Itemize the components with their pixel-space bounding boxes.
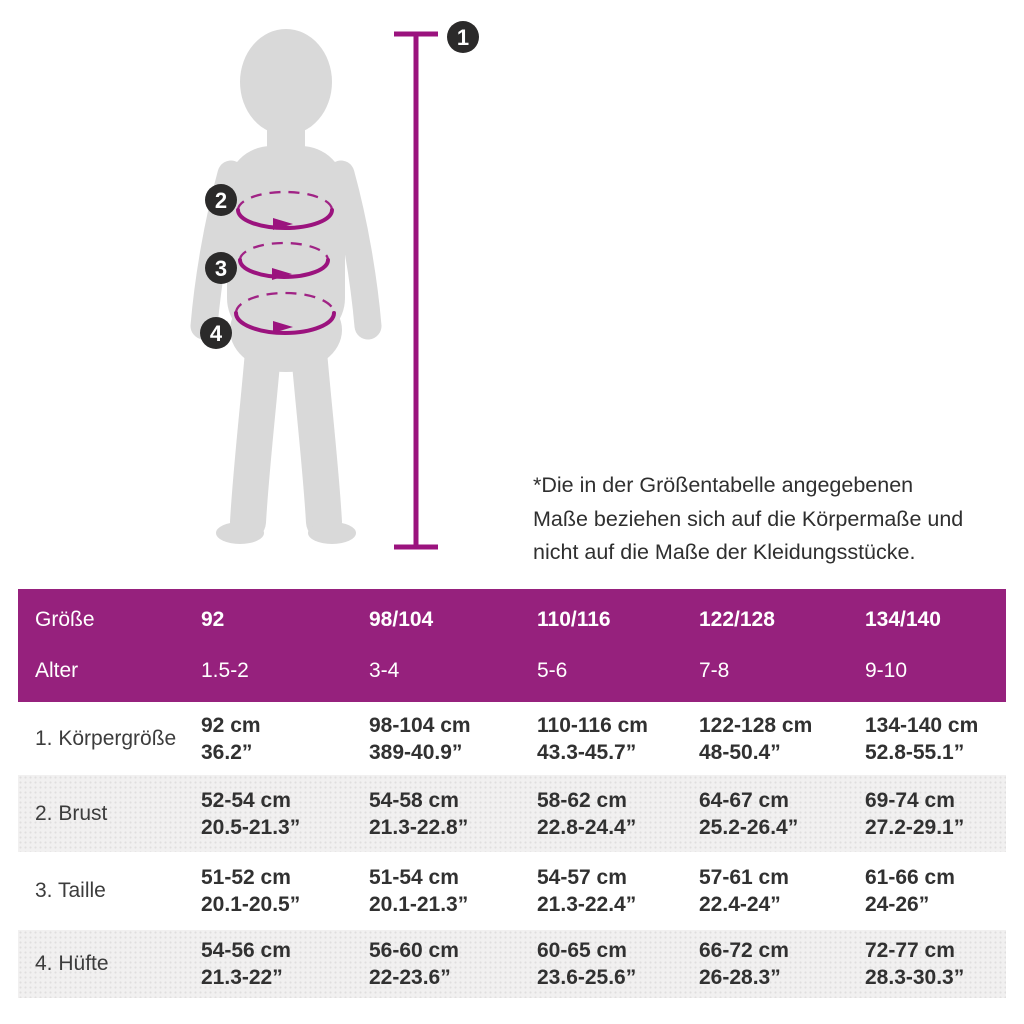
table-cell: 72-77 cm 28.3-30.3” xyxy=(865,939,965,989)
table-cell: 51-54 cm 20.1-21.3” xyxy=(369,866,469,916)
table-cell: 54-58 cm 21.3-22.8” xyxy=(369,788,469,839)
disclaimer-line: *Die in der Größentabelle angegebenen xyxy=(533,473,914,497)
row-label: 2. Brust xyxy=(35,801,108,825)
table-cell: 110-116 cm 43.3-45.7” xyxy=(537,713,648,764)
badge-height: 1 xyxy=(447,21,479,53)
table-cell: 58-62 cm 22.8-24.4” xyxy=(537,788,637,839)
table-cell: 92 cm 36.2” xyxy=(201,713,261,764)
table-cell: 98-104 cm 389-40.9” xyxy=(369,713,471,764)
table-row-brust: 2. Brust 52-54 cm 20.5-21.3” 54-58 cm 21.3… xyxy=(18,775,1006,852)
measurement-figure: 1 2 3 4 xyxy=(190,21,479,550)
header-size-value: 122/128 xyxy=(699,608,775,632)
badge-height-label: 1 xyxy=(457,25,469,50)
header-size-label: Größe xyxy=(35,608,95,632)
measurement-figure-svg: 1 2 3 4 xyxy=(190,21,479,550)
table-row-koerpergroesse: 1. Körpergröße 92 cm 36.2” 98-104 cm 389-4… xyxy=(18,702,1006,775)
badge-hip: 4 xyxy=(200,317,232,349)
badge-chest: 2 xyxy=(205,184,237,216)
table-row-taille: 3. Taille 51-52 cm 20.1-20.5” 51-54 cm 20.… xyxy=(18,852,1006,930)
row-label: 3. Taille xyxy=(35,879,106,902)
header-size-value: 98/104 xyxy=(369,608,434,632)
header-age-value: 9-10 xyxy=(865,658,908,682)
disclaimer-line: Maße beziehen sich auf die Körpermaße un… xyxy=(533,506,964,531)
badge-waist: 3 xyxy=(205,252,237,284)
table-cell: 52-54 cm 20.5-21.3” xyxy=(201,788,301,839)
row-label: 4. Hüfte xyxy=(35,952,109,975)
table-cell: 51-52 cm 20.1-20.5” xyxy=(201,866,301,916)
header-age-value: 1.5-2 xyxy=(201,658,249,682)
table-cell: 56-60 cm 22-23.6” xyxy=(369,939,459,989)
table-cell: 122-128 cm 48-50.4” xyxy=(699,713,813,764)
child-silhouette-icon xyxy=(190,29,382,544)
hip-tape-icon xyxy=(234,291,336,335)
header-age-value: 5-6 xyxy=(537,658,568,682)
size-table: Größe 92 98/104 110/116 122/128 134/140 … xyxy=(18,589,1006,998)
table-cell: 54-57 cm 21.3-22.4” xyxy=(537,866,637,916)
disclaimer-note: *Die in der Größentabelle angegebenen Ma… xyxy=(533,469,1003,570)
row-label: 1. Körpergröße xyxy=(35,726,177,750)
header-size-value: 134/140 xyxy=(865,608,941,632)
size-table-header: Größe 92 98/104 110/116 122/128 134/140 … xyxy=(18,589,1006,702)
table-row-huefte: 4. Hüfte 54-56 cm 21.3-22” 56-60 cm 22-23.… xyxy=(18,930,1006,998)
header-size-value: 110/116 xyxy=(537,608,611,632)
badge-waist-label: 3 xyxy=(215,256,227,281)
header-age-value: 7-8 xyxy=(699,658,730,682)
badge-chest-label: 2 xyxy=(215,188,227,213)
table-cell: 60-65 cm 23.6-25.6” xyxy=(537,939,637,989)
table-cell: 61-66 cm 24-26” xyxy=(865,866,955,916)
table-cell: 64-67 cm 25.2-26.4” xyxy=(699,788,799,839)
chest-tape-icon xyxy=(236,190,334,230)
table-cell: 57-61 cm 22.4-24” xyxy=(699,866,789,916)
header-age-value: 3-4 xyxy=(369,658,400,682)
table-cell: 134-140 cm 52.8-55.1” xyxy=(865,713,979,764)
disclaimer-line: nicht auf die Maße der Kleidungsstücke. xyxy=(533,540,916,564)
waist-tape-icon xyxy=(238,241,330,280)
table-cell: 69-74 cm 27.2-29.1” xyxy=(865,788,965,839)
table-cell: 66-72 cm 26-28.3” xyxy=(699,939,789,989)
badge-hip-label: 4 xyxy=(210,321,223,346)
height-measure-line xyxy=(394,31,438,550)
table-cell: 54-56 cm 21.3-22” xyxy=(201,939,291,989)
header-age-label: Alter xyxy=(35,658,79,682)
header-size-value: 92 xyxy=(201,608,225,632)
